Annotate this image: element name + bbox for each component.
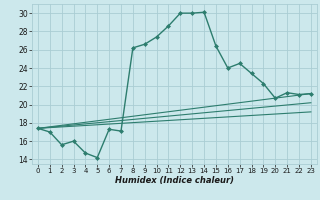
X-axis label: Humidex (Indice chaleur): Humidex (Indice chaleur) xyxy=(115,176,234,185)
